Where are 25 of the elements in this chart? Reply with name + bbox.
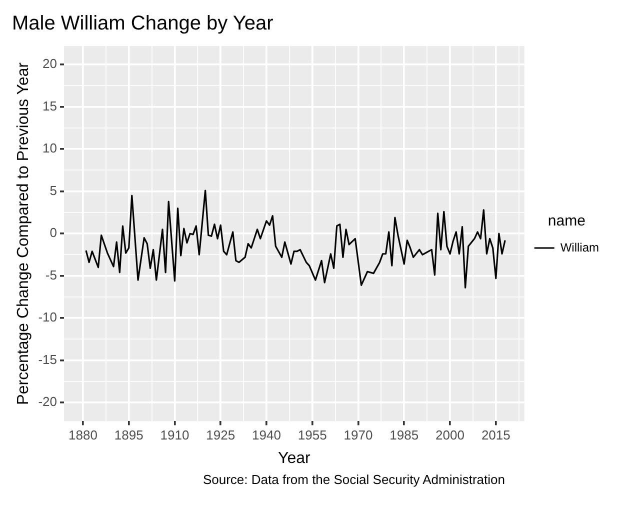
x-tick-label: 1955 (298, 428, 327, 443)
y-tick-label: 15 (42, 98, 57, 114)
y-tick-label: 0 (50, 225, 57, 240)
y-axis-title: Percentage Change Compared to Previous Year (15, 62, 32, 405)
x-axis-title: Year (278, 450, 311, 467)
y-tick-label: -10 (38, 310, 57, 325)
y-tick-label: -5 (45, 267, 57, 282)
y-tick-label: 5 (50, 182, 57, 198)
source-note: Source: Data from the Social Security Administration (202, 472, 506, 487)
x-tick-label: 1985 (390, 428, 419, 443)
chart-title: Male William Change by Year (12, 12, 274, 35)
x-tick-label: 2000 (436, 428, 464, 443)
x-tick-label: 1880 (68, 428, 98, 443)
x-tick-label: 2015 (481, 428, 510, 443)
x-tick-label: 1940 (252, 428, 281, 443)
y-tick-label: 20 (42, 56, 57, 72)
x-tick-label: 1925 (206, 428, 236, 443)
legend-title: name (548, 212, 586, 230)
x-tick-label: 1910 (160, 428, 190, 443)
y-tick-label: -15 (38, 352, 57, 367)
x-tick-label: 1970 (344, 428, 373, 443)
y-tick-label: -20 (38, 394, 57, 410)
legend-label: William (560, 240, 600, 254)
x-tick-label: 1895 (114, 428, 144, 443)
y-tick-label: 10 (42, 140, 57, 156)
